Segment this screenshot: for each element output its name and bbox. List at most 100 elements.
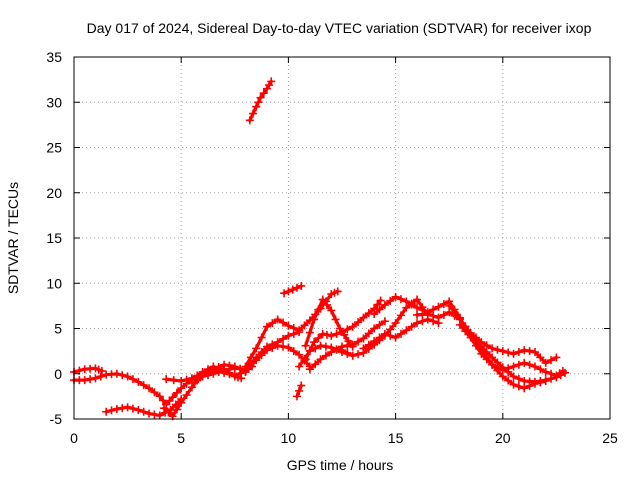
data-point bbox=[530, 348, 539, 357]
data-point bbox=[391, 292, 400, 301]
data-point bbox=[318, 329, 327, 338]
data-point bbox=[292, 283, 301, 292]
data-point bbox=[254, 98, 263, 107]
data-point bbox=[514, 382, 523, 391]
data-point bbox=[310, 338, 319, 347]
data-point bbox=[445, 301, 454, 310]
data-point bbox=[488, 353, 497, 362]
data-point bbox=[246, 353, 255, 362]
data-point bbox=[134, 405, 143, 414]
data-point bbox=[187, 383, 196, 392]
data-point bbox=[162, 375, 171, 384]
data-point bbox=[172, 405, 181, 414]
data-point bbox=[536, 353, 545, 362]
data-point bbox=[488, 360, 497, 369]
data-point bbox=[164, 408, 173, 417]
data-point bbox=[338, 328, 346, 337]
data-point bbox=[305, 346, 314, 355]
data-point bbox=[118, 404, 127, 413]
data-point bbox=[413, 303, 422, 312]
data-point bbox=[297, 381, 306, 390]
data-point bbox=[225, 365, 234, 374]
y-axis-title: SDTVAR / TECUs bbox=[5, 182, 21, 294]
data-point bbox=[348, 351, 357, 360]
data-point bbox=[169, 376, 178, 385]
data-point bbox=[354, 350, 363, 359]
data-point bbox=[230, 371, 239, 380]
data-point bbox=[536, 376, 545, 385]
data-point bbox=[547, 356, 556, 365]
data-point bbox=[182, 391, 191, 400]
data-point bbox=[112, 369, 121, 378]
series-arc-p bbox=[305, 317, 389, 374]
data-point bbox=[343, 348, 352, 357]
data-point bbox=[482, 355, 491, 364]
series-arc-v bbox=[455, 320, 567, 380]
x-tick-label: 25 bbox=[602, 430, 618, 446]
data-point bbox=[493, 345, 502, 354]
data-point bbox=[509, 380, 518, 389]
data-point bbox=[160, 404, 169, 413]
data-point bbox=[75, 366, 84, 375]
x-tick-labels: 0 5 10 15 20 25 bbox=[70, 430, 618, 446]
data-point bbox=[177, 398, 186, 407]
data-point bbox=[128, 404, 137, 413]
data-point bbox=[407, 300, 416, 309]
data-point bbox=[123, 403, 132, 412]
data-point bbox=[295, 350, 304, 359]
data-point bbox=[530, 362, 539, 371]
data-point bbox=[423, 310, 432, 319]
data-point bbox=[525, 347, 534, 356]
data-point bbox=[396, 329, 405, 338]
data-point bbox=[364, 309, 373, 318]
data-point bbox=[498, 347, 507, 356]
data-point bbox=[413, 319, 422, 328]
data-point bbox=[279, 334, 288, 343]
data-point bbox=[477, 349, 486, 358]
data-point bbox=[321, 342, 330, 351]
data-point bbox=[354, 337, 363, 346]
data-point bbox=[386, 331, 395, 340]
data-point bbox=[450, 308, 459, 317]
data-point bbox=[380, 329, 389, 338]
data-point bbox=[322, 330, 331, 339]
data-point bbox=[177, 376, 186, 385]
data-point bbox=[273, 341, 282, 350]
data-point bbox=[112, 405, 121, 414]
chart-title: Day 017 of 2024, Sidereal Day-to-day VTE… bbox=[87, 20, 592, 36]
data-point bbox=[434, 313, 443, 322]
data-point bbox=[327, 348, 336, 357]
data-point bbox=[318, 295, 327, 304]
data-point bbox=[305, 328, 314, 337]
data-point bbox=[214, 367, 223, 376]
data-point bbox=[391, 333, 400, 342]
data-point bbox=[541, 367, 550, 376]
data-point bbox=[530, 377, 539, 386]
data-point bbox=[150, 388, 159, 397]
data-point bbox=[504, 364, 513, 373]
data-point bbox=[327, 331, 336, 340]
data-point bbox=[284, 331, 293, 340]
series-arc-o bbox=[301, 296, 385, 364]
data-point bbox=[482, 348, 491, 357]
data-point bbox=[295, 386, 304, 395]
data-point bbox=[348, 340, 357, 349]
data-point bbox=[375, 305, 384, 314]
data-point bbox=[257, 333, 266, 342]
y-tick-label: 10 bbox=[46, 275, 62, 291]
data-point bbox=[493, 363, 502, 372]
data-point bbox=[300, 321, 309, 330]
data-point bbox=[237, 374, 246, 383]
data-series bbox=[70, 77, 569, 421]
data-point bbox=[536, 365, 545, 374]
data-point bbox=[343, 341, 352, 350]
x-tick-label: 5 bbox=[177, 430, 185, 446]
data-point bbox=[182, 375, 191, 384]
data-point bbox=[376, 296, 385, 305]
data-point bbox=[455, 320, 464, 329]
data-point bbox=[322, 300, 331, 309]
data-point bbox=[262, 322, 271, 331]
x-tick-label: 10 bbox=[281, 430, 297, 446]
data-point bbox=[252, 356, 261, 365]
data-point bbox=[552, 353, 561, 362]
